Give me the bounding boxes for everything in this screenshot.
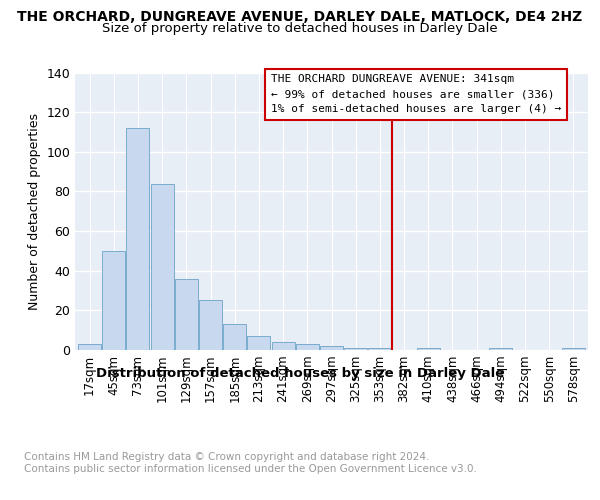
Bar	[344, 348, 367, 350]
Bar	[247, 336, 271, 350]
Bar	[490, 348, 512, 350]
Bar	[417, 348, 440, 350]
Text: Distribution of detached houses by size in Darley Dale: Distribution of detached houses by size …	[96, 368, 504, 380]
Bar	[78, 344, 101, 350]
Text: Contains HM Land Registry data © Crown copyright and database right 2024.
Contai: Contains HM Land Registry data © Crown c…	[24, 452, 477, 474]
Bar	[296, 344, 319, 350]
Bar	[272, 342, 295, 350]
Bar	[368, 348, 391, 350]
Bar	[199, 300, 222, 350]
Bar	[175, 278, 198, 350]
Text: THE ORCHARD DUNGREAVE AVENUE: 341sqm
← 99% of detached houses are smaller (336)
: THE ORCHARD DUNGREAVE AVENUE: 341sqm ← 9…	[271, 74, 561, 114]
Bar	[127, 128, 149, 350]
Bar	[320, 346, 343, 350]
Bar	[223, 324, 246, 350]
Bar	[151, 184, 173, 350]
Y-axis label: Number of detached properties: Number of detached properties	[28, 113, 41, 310]
Bar	[102, 251, 125, 350]
Text: THE ORCHARD, DUNGREAVE AVENUE, DARLEY DALE, MATLOCK, DE4 2HZ: THE ORCHARD, DUNGREAVE AVENUE, DARLEY DA…	[17, 10, 583, 24]
Bar	[562, 348, 585, 350]
Text: Size of property relative to detached houses in Darley Dale: Size of property relative to detached ho…	[102, 22, 498, 35]
